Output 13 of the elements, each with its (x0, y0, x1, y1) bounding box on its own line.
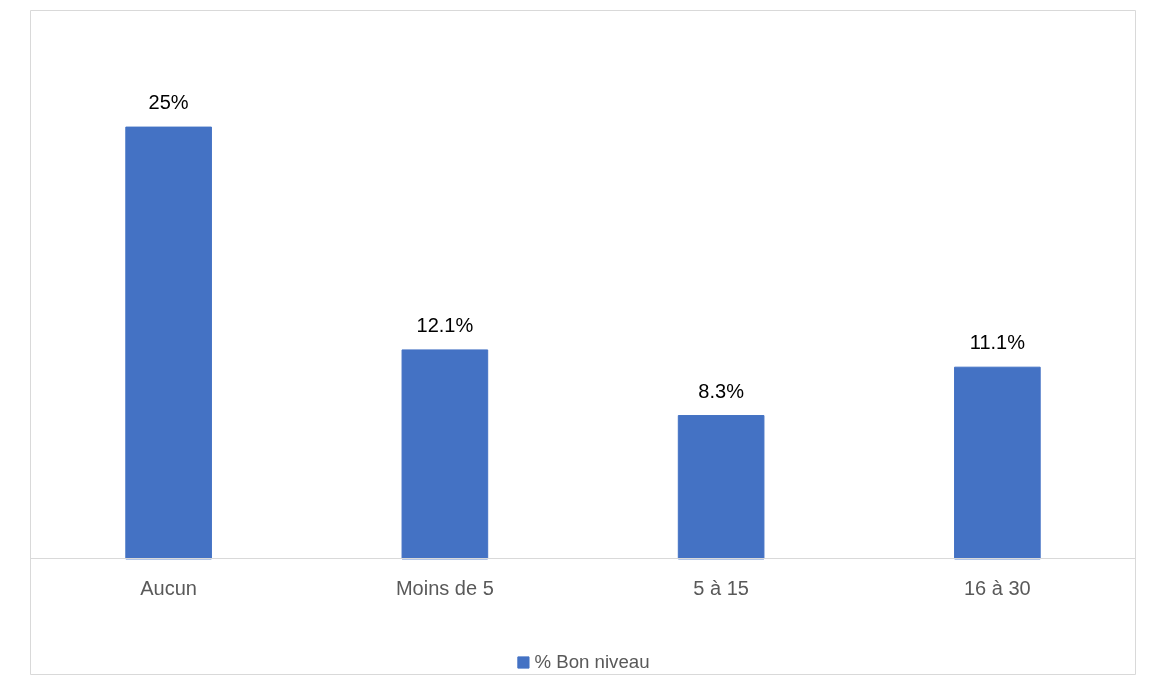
x-tick-label: 16 à 30 (964, 576, 1031, 599)
bar (125, 126, 212, 560)
bar (677, 415, 765, 560)
data-label: 11.1% (969, 331, 1026, 354)
x-tick-label: 5 à 15 (693, 576, 749, 599)
x-tick-label: Aucun (140, 576, 197, 599)
data-label: 8.3% (698, 379, 745, 402)
bar (401, 349, 489, 560)
data-label: 12.1% (416, 313, 474, 336)
legend-label: % Bon niveau (534, 651, 650, 673)
data-label: 25% (148, 91, 189, 114)
x-tick-label: Moins de 5 (395, 576, 494, 599)
bar (954, 366, 1041, 560)
